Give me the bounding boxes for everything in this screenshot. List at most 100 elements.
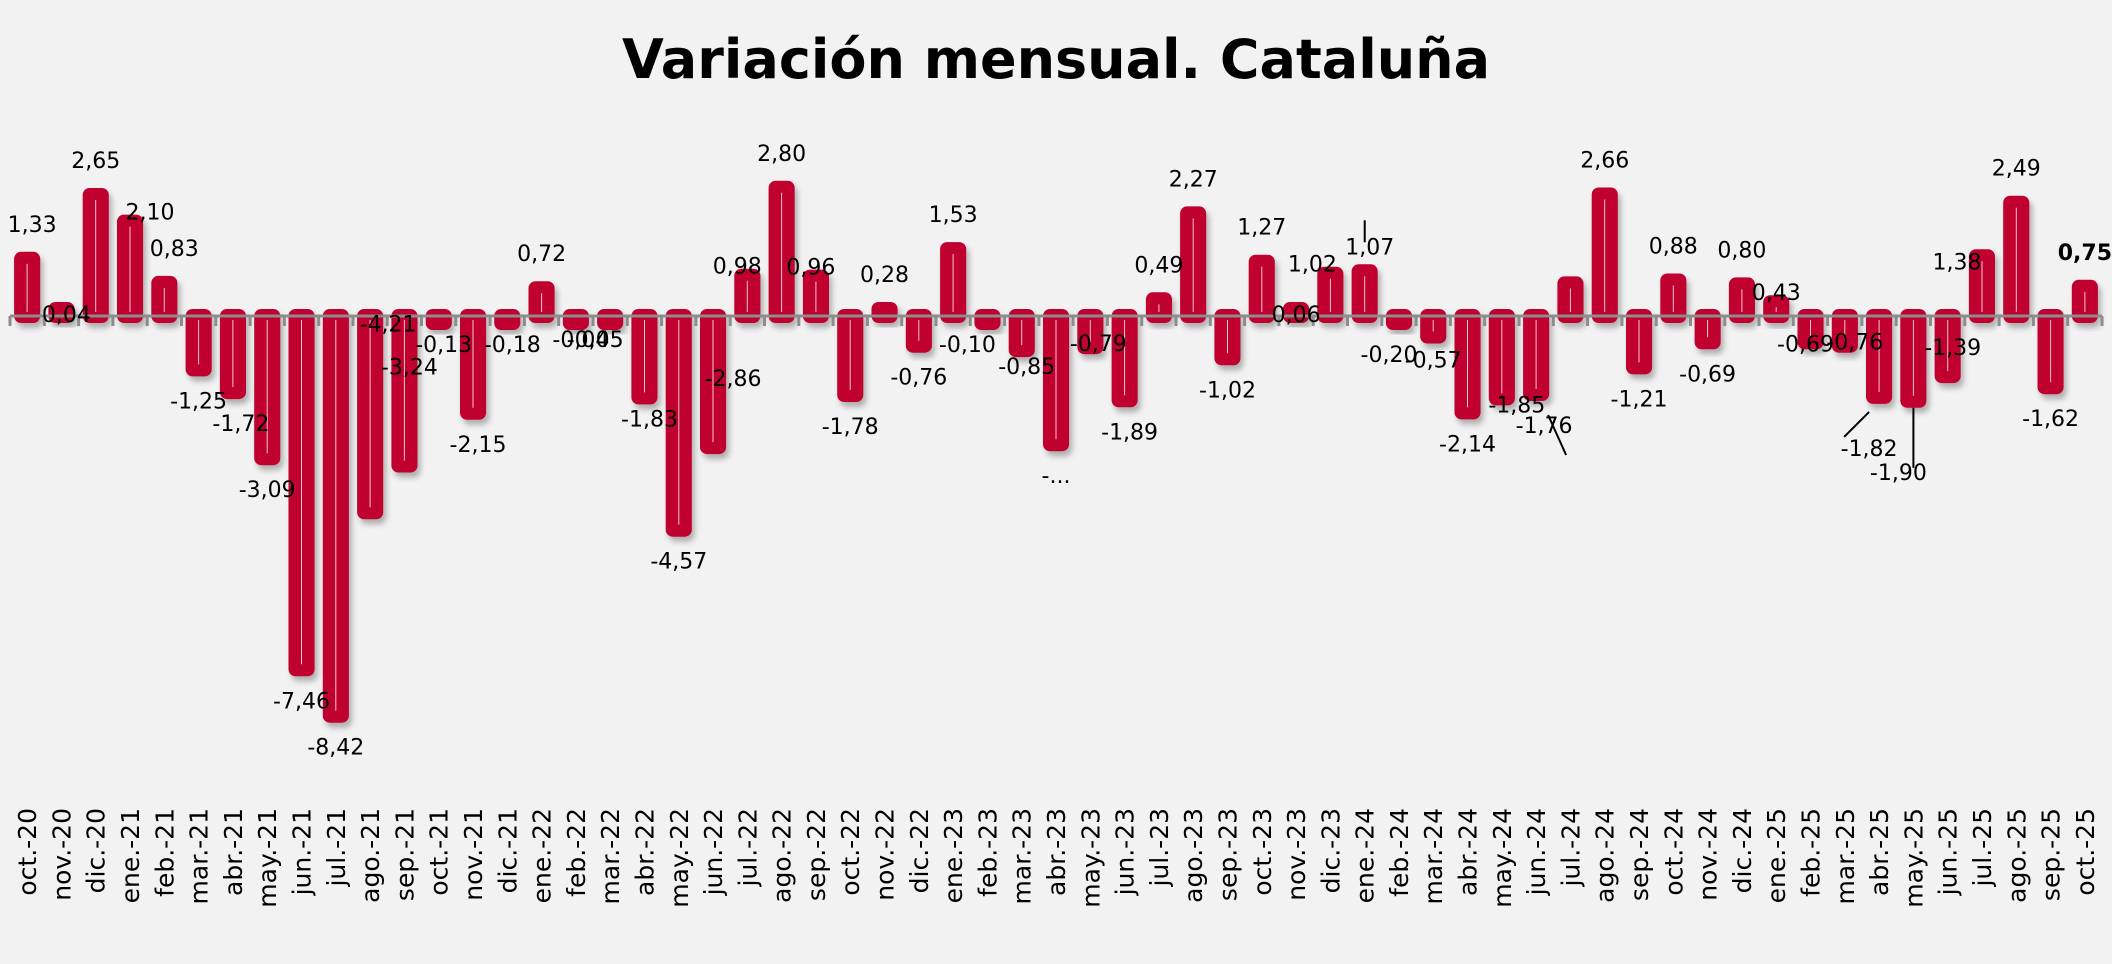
data-label-abr.-22: -1,83 (621, 407, 678, 432)
data-label-dic.-23: 1,02 (1288, 253, 1337, 278)
data-label-feb.-23: -0,10 (939, 333, 996, 358)
x-tick-label: ene.-23 (939, 808, 968, 903)
x-tick-label: jul.-24 (1556, 808, 1585, 888)
data-label-abr.-23: -... (1042, 464, 1071, 489)
x-tick-label: jul.-22 (733, 808, 762, 888)
data-label-jun.-23: -1,89 (1101, 420, 1158, 445)
x-tick-label: sep.-21 (390, 808, 419, 901)
x-tick-label: ago.-21 (356, 808, 385, 903)
x-tick-label: may.-23 (1076, 808, 1105, 908)
data-label-nov.-23: 0,06 (1272, 303, 1321, 328)
data-label-dic.-24: 0,80 (1717, 238, 1766, 263)
x-tick-label: ago.-25 (2002, 808, 2031, 903)
x-tick-label: jun.-24 (1522, 808, 1551, 896)
data-label-oct.-25: 0,75 (2058, 241, 2112, 266)
data-label-ago.-24: 2,66 (1580, 149, 1629, 174)
x-tick-label: abr.-21 (219, 808, 248, 896)
data-label-sep.-21: -3,24 (381, 356, 438, 381)
x-tick-label: sep.-25 (2037, 808, 2066, 901)
bar-nov.-22 (871, 302, 898, 323)
x-tick-label: nov.-23 (1282, 808, 1311, 901)
x-tick-label: sep.-22 (802, 808, 831, 901)
x-tick-label: ene.-21 (116, 808, 145, 903)
x-tick-label: jun.-22 (699, 808, 728, 896)
x-tick-label: oct.-21 (425, 808, 454, 896)
x-tick-label: abr.-22 (631, 808, 660, 896)
x-tick-label: feb.-22 (562, 808, 591, 897)
data-label-abr.-25: -1,82 (1841, 437, 1898, 462)
bars-layer (14, 180, 2098, 723)
x-tick-label: ago.-24 (1591, 808, 1620, 903)
data-label-abr.-24: -2,14 (1439, 432, 1496, 457)
data-label-jul.-21: -8,42 (307, 736, 364, 761)
x-tick-label: dic.-20 (82, 808, 111, 893)
data-label-may.-22: -4,57 (650, 550, 707, 575)
data-label-jul.-25: 1,38 (1933, 250, 1982, 275)
label-leader-line (1843, 411, 1870, 438)
x-tick-label: jun.-21 (288, 808, 317, 896)
x-axis (8, 314, 2104, 326)
data-label-ene.-25: 0,43 (1752, 281, 1801, 306)
x-tick-label: feb.-24 (1385, 808, 1414, 897)
data-label-oct.-21: -0,13 (415, 333, 472, 358)
data-label-oct.-23: 1,27 (1237, 216, 1286, 241)
data-label-jul.-22: 0,98 (713, 255, 762, 280)
data-label-mar.-25: -0,76 (1826, 331, 1883, 356)
data-label-sep.-24: -1,21 (1611, 387, 1668, 412)
x-tick-label: feb.-21 (150, 808, 179, 897)
x-tick-label: feb.-23 (973, 808, 1002, 897)
x-tick-label: ene.-24 (1351, 808, 1380, 903)
x-tick-label: ene.-25 (1762, 808, 1791, 903)
data-label-may.-25: -1,90 (1870, 461, 1927, 486)
data-label-jun.-25: -1,39 (1924, 336, 1981, 361)
data-label-may.-23: -0,79 (1070, 332, 1127, 357)
x-tick-label: may.-22 (665, 808, 694, 908)
data-label-ago.-25: 2,49 (1992, 157, 2041, 182)
data-label-mar.-24: -0,57 (1405, 349, 1462, 374)
x-tick-label: oct.-25 (2071, 808, 2100, 896)
x-tick-label: mar.-22 (596, 808, 625, 904)
data-label-sep.-25: -1,62 (2022, 407, 2079, 432)
data-label-nov.-22: 0,28 (860, 263, 909, 288)
x-tick-label: jul.-21 (322, 808, 351, 888)
bar-oct.-21 (425, 309, 452, 330)
x-tick-label: abr.-25 (1865, 808, 1894, 896)
x-tick-label: dic.-24 (1728, 808, 1757, 893)
data-label-dic.-22: -0,76 (890, 366, 947, 391)
data-label-dic.-21: -0,18 (484, 333, 541, 358)
x-tick-label: abr.-24 (1454, 808, 1483, 896)
data-label-mar.-21: -1,25 (170, 389, 227, 414)
data-label-jun.-24: -1,76 (1516, 414, 1573, 439)
x-tick-label: oct.-23 (1248, 808, 1277, 896)
bar-nov.-20 (48, 302, 75, 323)
data-label-jun.-22: -2,86 (705, 367, 762, 392)
bar-feb.-24 (1385, 309, 1412, 330)
x-tick-label: jun.-25 (1934, 808, 1963, 896)
data-label-sep.-23: -1,02 (1199, 378, 1256, 403)
x-tick-label: nov.-22 (871, 808, 900, 901)
data-label-oct.-20: 1,33 (8, 213, 57, 238)
x-tick-label: jul.-25 (1968, 808, 1997, 888)
data-label-feb.-21: 0,83 (150, 237, 199, 262)
bar-feb.-23 (974, 309, 1001, 330)
bar-mar.-22 (597, 309, 624, 330)
x-tick-label: nov.-20 (47, 808, 76, 901)
data-label-abr.-21: -1,72 (212, 412, 269, 437)
x-tick-label: feb.-25 (1797, 808, 1826, 897)
bar-nov.-23 (1283, 302, 1310, 323)
data-labels-layer: 1,33 0,04 2,65 2,10 0,83 -1,25-1,72 -3,09 -7,46… (8, 142, 2112, 761)
data-label-ene.-21: 2,10 (126, 201, 175, 226)
data-label-nov.-20: 0,04 (42, 303, 91, 328)
x-tick-label: ene.-22 (528, 808, 557, 903)
data-label-nov.-21: -2,15 (450, 433, 507, 458)
x-tick-label: may.-25 (1899, 808, 1928, 908)
data-label-sep.-22: 0,96 (786, 256, 835, 281)
bar-feb.-22 (562, 309, 589, 330)
x-tick-label: mar.-25 (1831, 808, 1860, 904)
x-tick-label: dic.-23 (1316, 808, 1345, 893)
x-tick-label: jun.-23 (1111, 808, 1140, 896)
data-label-feb.-22: -0,04 (552, 328, 609, 353)
x-tick-label: ago.-22 (768, 808, 797, 903)
chart-title: Variación mensual. Cataluña (621, 28, 1491, 91)
